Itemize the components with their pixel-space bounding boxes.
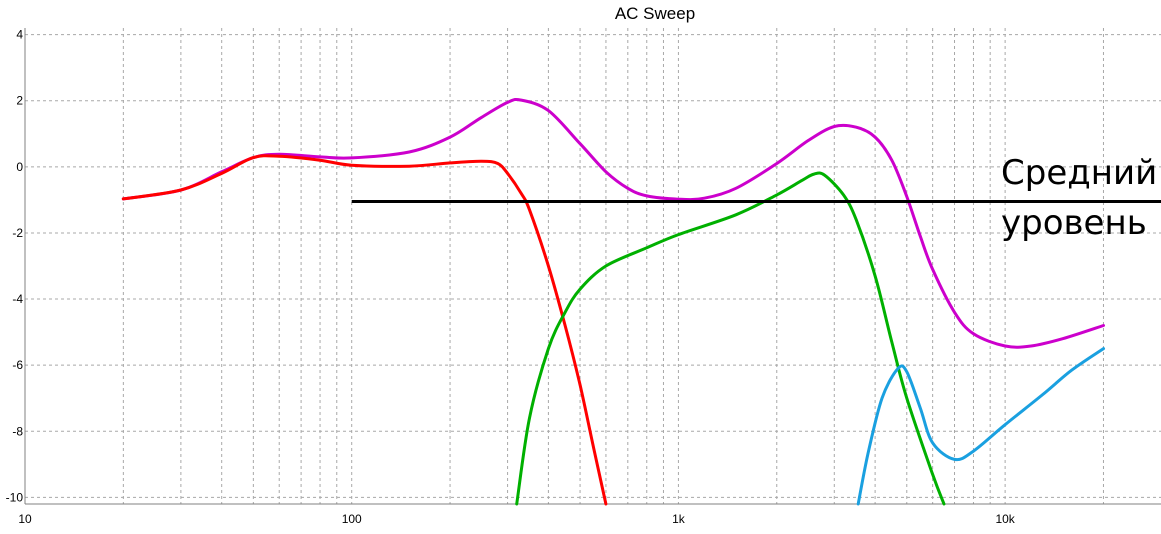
annotation: Средний уровень: [1001, 153, 1157, 243]
x-tick-label: 1k: [672, 512, 686, 526]
chart-title: AC Sweep: [615, 4, 695, 23]
y-tick-label: -2: [12, 226, 23, 240]
grid-lines: [25, 28, 1161, 504]
series-line-4: [856, 347, 1105, 506]
x-tick-label: 100: [342, 512, 362, 526]
y-tick-label: -8: [12, 424, 23, 438]
x-tick-label: 10: [18, 512, 32, 526]
x-tick-label: 10k: [995, 512, 1015, 526]
y-tick-label: -10: [6, 490, 24, 504]
y-axis-tick-labels: 4 2 0 -2 -4 -6 -8 -10: [6, 28, 24, 505]
series-line-2: [121, 154, 608, 506]
y-tick-label: -6: [12, 358, 23, 372]
series-line-1: [121, 97, 1105, 349]
y-tick-label: -4: [12, 292, 23, 306]
y-tick-label: 2: [16, 94, 23, 108]
y-tick-label: 0: [16, 160, 23, 174]
annotation-line-1: Средний: [1001, 153, 1157, 193]
x-axis-tick-labels: 10 100 1k 10k: [18, 512, 1015, 526]
annotation-line-2: уровень: [1001, 203, 1147, 243]
series-lines: [121, 97, 1105, 506]
series-line-3: [515, 171, 946, 506]
plot-frame: [24, 28, 1161, 505]
y-tick-label: 4: [16, 28, 23, 42]
